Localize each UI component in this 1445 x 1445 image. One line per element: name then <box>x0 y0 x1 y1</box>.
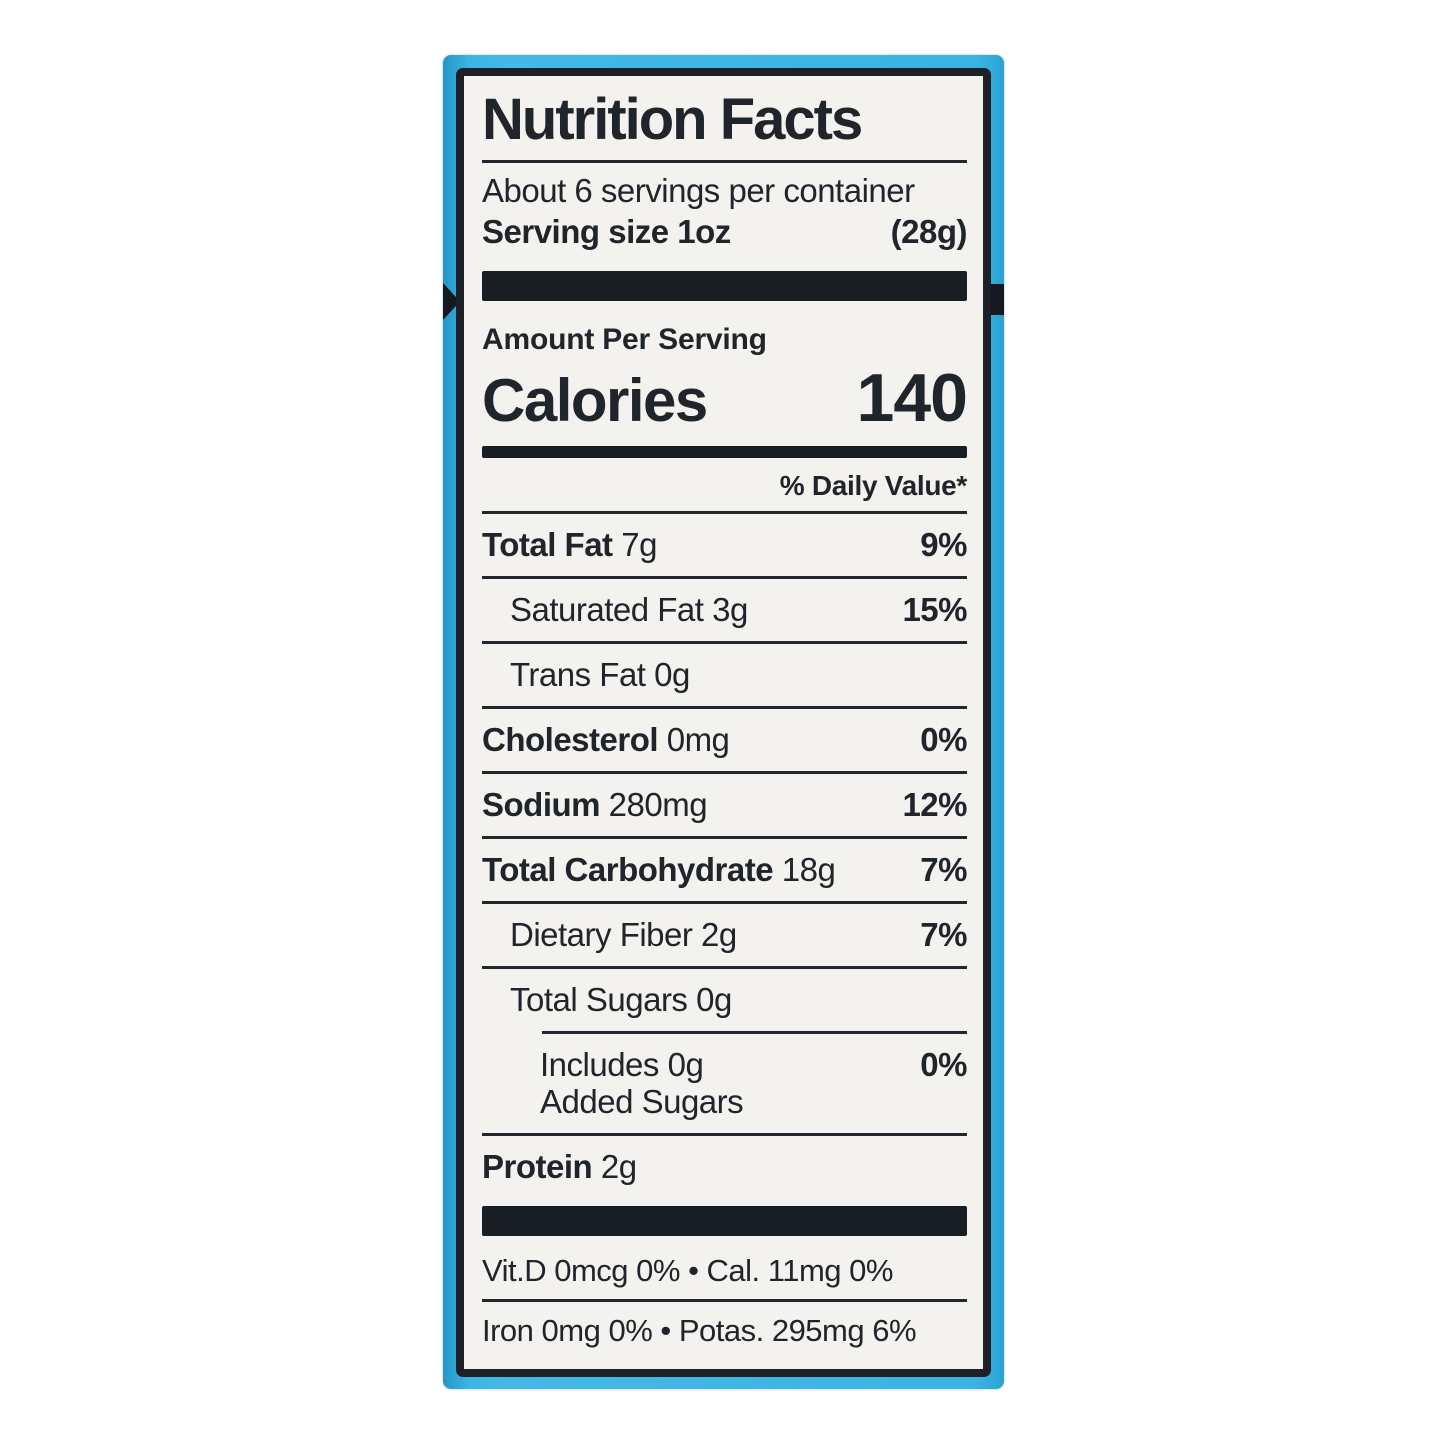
row-divider <box>482 770 967 774</box>
calories-value: 140 <box>856 359 968 436</box>
nutrient-row: Includes 0g Added Sugars 0% <box>482 1034 967 1133</box>
nutrient-name-amount: Cholesterol 0mg <box>482 720 730 758</box>
thick-separator-top <box>482 271 967 301</box>
nutrient-name-amount: Total Sugars 0g <box>510 980 732 1018</box>
nutrient-row: Dietary Fiber 2g 7% <box>482 904 967 966</box>
thick-separator-bottom <box>482 1205 967 1237</box>
nutrient-name-amount: Trans Fat 0g <box>510 656 690 694</box>
nutrient-row: Total Sugars 0g <box>482 969 967 1031</box>
nutrient-row: Total Fat 7g 9% <box>482 514 967 576</box>
medium-separator <box>482 445 967 459</box>
package-front: Nutrition Facts About 6 servings per con… <box>443 55 1004 1389</box>
nutrient-daily-value: 0% <box>920 1045 967 1083</box>
micronutrient-line-1: Vit.D 0mcg 0% • Cal. 11mg 0% <box>482 1253 893 1289</box>
row-divider <box>482 576 967 580</box>
nutrient-row: Protein 2g <box>482 1136 967 1198</box>
nutrient-name-amount: Includes 0g Added Sugars <box>540 1045 744 1120</box>
row-divider <box>482 705 967 709</box>
row-divider <box>482 965 967 969</box>
nutrient-name-amount: Saturated Fat 3g <box>510 591 748 629</box>
row-divider <box>482 900 967 904</box>
nutrient-daily-value: 0% <box>920 720 967 758</box>
nutrient-daily-value: 9% <box>920 526 967 564</box>
serving-size-row: Serving size 1oz (28g) <box>482 213 968 251</box>
row-divider <box>482 641 967 645</box>
nutrient-row: Total Carbohydrate 18g 7% <box>482 839 967 901</box>
nutrient-row: Cholesterol 0mg 0% <box>482 709 967 771</box>
panel-title: Nutrition Facts <box>482 87 863 152</box>
nutrition-facts-panel: Nutrition Facts About 6 servings per con… <box>456 68 991 1377</box>
serving-size-label: Serving size 1oz <box>482 213 731 251</box>
calories-label: Calories <box>482 366 708 434</box>
nutrient-name-amount: Total Carbohydrate 18g <box>482 850 836 888</box>
daily-value-divider <box>482 511 967 515</box>
nutrient-name-amount: Dietary Fiber 2g <box>510 915 737 953</box>
nutrient-name-amount: Sodium 280mg <box>482 785 708 823</box>
servings-per-container: About 6 servings per container <box>482 172 915 210</box>
row-divider <box>482 835 967 839</box>
row-divider <box>482 1132 967 1136</box>
row-divider <box>542 1030 967 1034</box>
band-wrap-right-mark <box>989 284 1004 315</box>
nutrient-daily-value: 7% <box>920 850 967 888</box>
nutrient-daily-value: 15% <box>902 591 967 629</box>
nutrient-row: Trans Fat 0g <box>482 644 967 706</box>
daily-value-header: % Daily Value* <box>779 470 968 502</box>
micronutrient-divider <box>482 1299 967 1302</box>
nutrient-daily-value: 12% <box>902 785 967 823</box>
serving-size-weight: (28g) <box>890 213 968 251</box>
nutrient-name-amount: Total Fat 7g <box>482 526 657 564</box>
nutrient-table: Total Fat 7g 9% Saturated Fat 3g 15% Trans F… <box>482 514 967 1197</box>
micronutrient-line-2: Iron 0mg 0% • Potas. 295mg 6% <box>482 1312 917 1348</box>
nutrient-row: Sodium 280mg 12% <box>482 774 967 836</box>
nutrient-daily-value: 7% <box>920 915 967 953</box>
nutrient-row: Saturated Fat 3g 15% <box>482 579 967 641</box>
title-divider <box>482 160 967 164</box>
nutrient-name-amount: Protein 2g <box>482 1147 637 1185</box>
calories-row: Calories 140 <box>482 359 968 437</box>
amount-per-serving-label: Amount Per Serving <box>482 322 767 356</box>
